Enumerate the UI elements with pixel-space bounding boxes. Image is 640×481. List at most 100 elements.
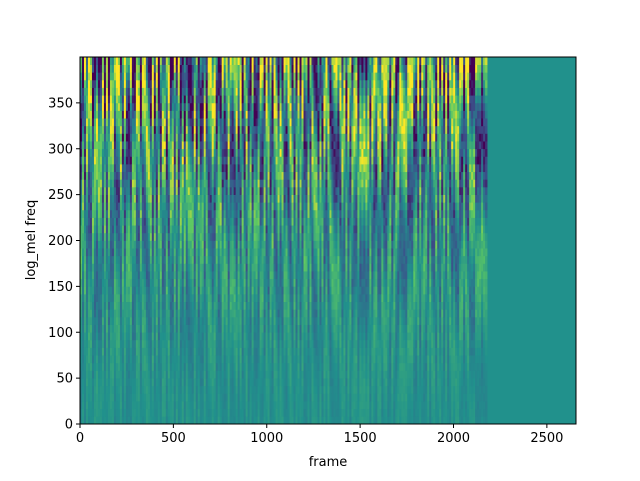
- spectrogram-cell: [127, 248, 131, 257]
- spectrogram-cell: [193, 64, 197, 73]
- spectrogram-cell: [233, 179, 237, 188]
- spectrogram-cell: [133, 87, 137, 96]
- spectrogram-cell: [235, 385, 239, 394]
- spectrogram-cell: [129, 316, 133, 325]
- spectrogram-cell: [89, 72, 93, 81]
- spectrogram-cell: [137, 362, 141, 371]
- spectrogram-cell: [211, 370, 215, 379]
- spectrogram-cell: [127, 110, 131, 119]
- spectrogram-cell: [151, 141, 155, 150]
- spectrogram-cell: [239, 202, 242, 211]
- spectrogram-cell: [163, 401, 167, 410]
- spectrogram-cell: [143, 278, 147, 287]
- spectrogram-cell: [237, 225, 240, 234]
- spectrogram-cell: [171, 255, 175, 264]
- spectrogram-cell: [151, 118, 155, 127]
- spectrogram-cell: [149, 202, 153, 211]
- spectrogram-cell: [161, 362, 165, 371]
- spectrogram-cell: [229, 102, 233, 111]
- spectrogram-cell: [93, 370, 97, 379]
- spectrogram-cell: [105, 240, 109, 249]
- spectrogram-cell: [82, 378, 85, 387]
- spectrogram-cell: [119, 141, 123, 150]
- spectrogram-cell: [199, 339, 203, 348]
- spectrogram-cell: [237, 332, 240, 341]
- spectrogram-cell: [257, 385, 260, 394]
- spectrogram-cell: [147, 118, 151, 127]
- spectrogram-cell: [169, 263, 173, 272]
- spectrogram-cell: [115, 301, 119, 310]
- spectrogram-column: [247, 57, 250, 425]
- spectrogram-cell: [229, 339, 233, 348]
- spectrogram-cell: [101, 156, 105, 165]
- spectrogram-cell: [195, 362, 199, 371]
- spectrogram-cell: [179, 179, 183, 188]
- spectrogram-cell: [281, 248, 284, 257]
- spectrogram-cell: [137, 378, 141, 387]
- spectrogram-cell: [97, 393, 101, 402]
- spectrogram-cell: [185, 408, 189, 417]
- spectrogram-cell: [231, 294, 235, 303]
- spectrogram-cell: [227, 347, 231, 356]
- spectrogram-cell: [179, 217, 183, 226]
- spectrogram-cell: [219, 209, 223, 218]
- spectrogram-cell: [125, 95, 129, 104]
- spectrogram-cell: [229, 294, 233, 303]
- spectrogram-cell: [123, 370, 127, 379]
- spectrogram-cell: [129, 385, 133, 394]
- spectrogram-cell: [191, 339, 195, 348]
- spectrogram-cell: [151, 186, 155, 195]
- spectrogram-cell: [129, 95, 133, 104]
- spectrogram-cell: [159, 64, 163, 73]
- spectrogram-cell: [231, 148, 235, 157]
- spectrogram-cell: [231, 186, 235, 195]
- spectrogram-cell: [203, 255, 207, 264]
- spectrogram-cell: [281, 316, 284, 325]
- spectrogram-cell: [83, 362, 87, 371]
- spectrogram-cell: [167, 316, 171, 325]
- spectrogram-cell: [109, 209, 113, 218]
- spectrogram-cell: [259, 301, 262, 310]
- spectrogram-cell: [241, 202, 244, 211]
- spectrogram-cell: [257, 401, 260, 410]
- spectrogram-cell: [233, 156, 237, 165]
- spectrogram-cell: [253, 87, 256, 96]
- spectrogram-cell: [103, 378, 107, 387]
- spectrogram-cell: [179, 209, 183, 218]
- spectrogram-cell: [261, 385, 264, 394]
- spectrogram-cell: [147, 72, 151, 81]
- spectrogram-cell: [121, 72, 125, 81]
- spectrogram-cell: [191, 72, 195, 81]
- spectrogram-cell: [99, 240, 103, 249]
- spectrogram-cell: [139, 194, 143, 203]
- spectrogram-cell: [95, 255, 99, 264]
- spectrogram-cell: [119, 370, 123, 379]
- spectrogram-cell: [259, 370, 262, 379]
- spectrogram-cell: [211, 156, 215, 165]
- spectrogram-cell: [93, 339, 97, 348]
- spectrogram-cell: [235, 133, 239, 142]
- spectrogram-cell: [267, 416, 270, 425]
- spectrogram-cell: [125, 179, 129, 188]
- spectrogram-cell: [119, 225, 123, 234]
- spectrogram-cell: [199, 186, 203, 195]
- spectrogram-cell: [223, 339, 227, 348]
- spectrogram-cell: [175, 57, 179, 65]
- spectrogram-cell: [275, 102, 278, 111]
- spectrogram-cell: [117, 393, 121, 402]
- spectrogram-cell: [205, 225, 209, 234]
- spectrogram-cell: [251, 186, 254, 195]
- spectrogram-cell: [133, 148, 137, 157]
- spectrogram-cell: [111, 87, 115, 96]
- spectrogram-cell: [257, 217, 260, 226]
- spectrogram-column: [261, 57, 264, 425]
- spectrogram-cell: [179, 294, 183, 303]
- spectrogram-cell: [133, 370, 137, 379]
- spectrogram-cell: [279, 378, 282, 387]
- spectrogram-cell: [151, 370, 155, 379]
- spectrogram-cell: [271, 194, 274, 203]
- spectrogram-cell: [187, 240, 191, 249]
- spectrogram-cell: [207, 133, 211, 142]
- spectrogram-cell: [149, 133, 153, 142]
- spectrogram-cell: [131, 362, 135, 371]
